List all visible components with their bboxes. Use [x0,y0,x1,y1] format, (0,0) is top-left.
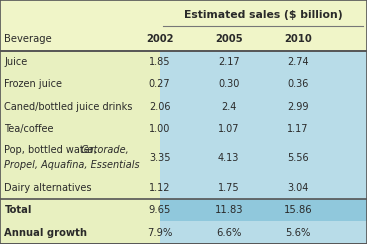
Text: 1.17: 1.17 [287,124,309,134]
Text: Gatorade,: Gatorade, [81,145,130,155]
Text: Total: Total [4,205,32,215]
Text: 15.86: 15.86 [284,205,312,215]
Text: 3.04: 3.04 [287,183,309,193]
Text: Estimated sales ($ billion): Estimated sales ($ billion) [184,10,343,20]
Bar [0,199,160,221]
Text: 1.12: 1.12 [149,183,170,193]
Text: Caned/bottled juice drinks: Caned/bottled juice drinks [4,102,133,112]
Text: 9.65: 9.65 [149,205,171,215]
Text: Propel, Aquafina, Essentials: Propel, Aquafina, Essentials [4,160,140,170]
Text: 2.99: 2.99 [287,102,309,112]
Text: 2005: 2005 [215,34,243,44]
Bar [0,95,160,118]
Bar [160,176,367,199]
Text: 1.75: 1.75 [218,183,239,193]
Bar [160,95,367,118]
Bar [0,0,367,28]
Text: 1.85: 1.85 [149,57,170,67]
Text: 4.13: 4.13 [218,153,239,163]
Text: Annual growth: Annual growth [4,228,87,237]
Text: 2.4: 2.4 [221,102,236,112]
Text: Pop, bottled water,: Pop, bottled water, [4,145,101,155]
Text: 3.35: 3.35 [149,153,170,163]
Text: 2010: 2010 [284,34,312,44]
Text: 1.00: 1.00 [149,124,170,134]
Text: Tea/coffee: Tea/coffee [4,124,54,134]
Text: 1.07: 1.07 [218,124,239,134]
Bar [0,221,160,244]
Bar [160,51,367,73]
Text: 5.6%: 5.6% [285,228,311,237]
Text: 2.17: 2.17 [218,57,239,67]
Text: 2002: 2002 [146,34,173,44]
Text: 2.74: 2.74 [287,57,309,67]
Text: Frozen juice: Frozen juice [4,79,62,89]
Text: 0.30: 0.30 [218,79,239,89]
Text: Dairy alternatives: Dairy alternatives [4,183,92,193]
Text: 0.36: 0.36 [287,79,309,89]
Text: Beverage: Beverage [4,34,52,44]
Bar [160,73,367,95]
Bar [0,51,160,73]
Text: 6.6%: 6.6% [216,228,241,237]
Bar [0,140,160,176]
Bar [0,28,367,51]
Text: 5.56: 5.56 [287,153,309,163]
Bar [160,140,367,176]
Bar [160,221,367,244]
Text: Juice: Juice [4,57,28,67]
Bar [0,73,160,95]
Bar [0,118,160,140]
Text: 2.06: 2.06 [149,102,170,112]
Text: 7.9%: 7.9% [147,228,172,237]
Text: 11.83: 11.83 [214,205,243,215]
Bar [0,176,160,199]
Bar [160,199,367,221]
Text: 0.27: 0.27 [149,79,170,89]
Bar [160,118,367,140]
